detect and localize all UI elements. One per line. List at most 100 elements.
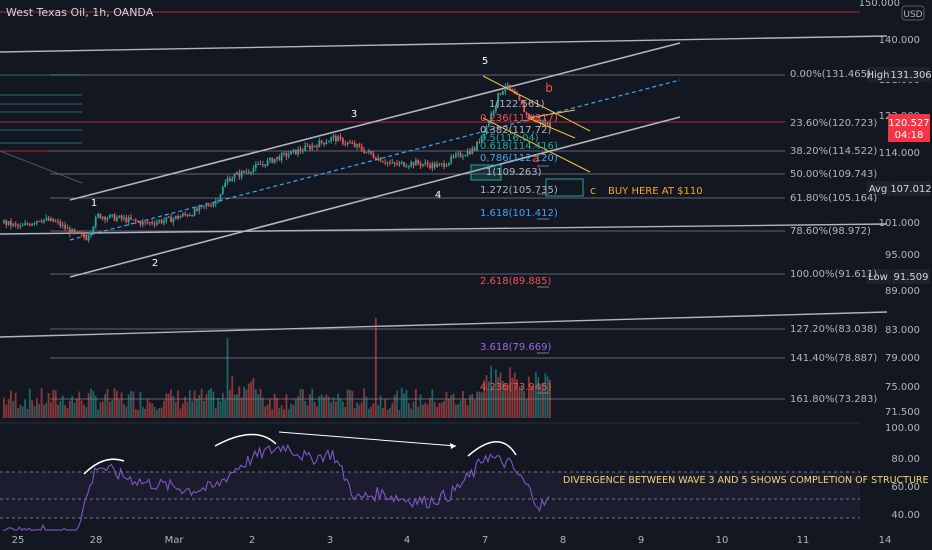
candle-body — [433, 163, 436, 168]
candle-body — [221, 187, 224, 195]
candle-body — [259, 164, 262, 166]
candle-body — [31, 223, 34, 226]
volume-bar — [153, 406, 156, 418]
volume-bar — [372, 403, 375, 418]
volume-bar — [469, 394, 471, 418]
volume-bar — [332, 397, 335, 418]
volume-bar — [214, 408, 217, 418]
volume-bar — [200, 388, 203, 418]
candle-body — [384, 162, 387, 164]
candle-body — [266, 160, 269, 166]
candle-body — [372, 153, 375, 158]
volume-bar — [113, 388, 116, 418]
candle-body — [485, 126, 488, 135]
last-price-value: 120.527 — [888, 118, 929, 129]
volume-bar — [19, 404, 22, 418]
last-price-badge: 120.527 04:18 — [888, 114, 930, 142]
volume-bar — [127, 394, 130, 418]
rsi-peak-arc — [83, 458, 125, 475]
fib-label: 161.80%(73.283) — [790, 394, 877, 405]
time-axis[interactable]: 25 28 Mar 2 3 4 7 8 9 10 11 14 — [12, 535, 892, 546]
candle-body — [210, 205, 212, 207]
volume-bar — [181, 403, 184, 418]
symbol-name: West Texas Oil — [6, 6, 86, 19]
volume-bar — [518, 386, 521, 418]
volume-bar — [311, 388, 314, 418]
wedge-pattern — [470, 75, 591, 394]
candle-body — [492, 110, 495, 114]
volume-bar — [346, 389, 349, 418]
price-axis[interactable]: USD 150.000 140.000 131.000 123.000 114.… — [859, 0, 932, 418]
candle-body — [278, 156, 281, 161]
rsi-tick: 40.00 — [891, 510, 920, 521]
candle-body — [125, 217, 128, 223]
candle-body — [83, 233, 85, 237]
volume-bar — [398, 409, 401, 418]
volume-bar — [52, 389, 55, 418]
volume-bar — [403, 393, 405, 418]
candle-body — [212, 203, 215, 207]
candle-body — [285, 153, 288, 157]
rsi-peak-arc — [467, 441, 517, 457]
rsi-band — [0, 472, 860, 518]
last-price-box — [888, 114, 930, 142]
volume-bar — [219, 401, 222, 418]
candle-body — [381, 161, 384, 163]
volume-bar — [297, 396, 300, 418]
volume-bar — [525, 399, 528, 418]
candle-body — [115, 217, 118, 221]
volume-bar — [452, 393, 455, 418]
avg-badge: Avg 107.012 — [866, 181, 932, 196]
candle-body — [219, 194, 222, 201]
volume-bar — [123, 404, 125, 418]
volume-bar — [66, 408, 69, 418]
volume-bar — [325, 394, 328, 418]
candle-body — [334, 135, 337, 142]
fib-label: 0.00%(131.465) — [790, 69, 871, 80]
volume-bar — [320, 394, 323, 418]
volume-bar — [26, 408, 29, 418]
volume-bar — [43, 404, 45, 418]
elliott-wave-labels: 1 2 3 4 5 a b c — [91, 56, 596, 269]
volume-bar — [146, 399, 149, 418]
fib-label: 38.20%(114.522) — [790, 146, 877, 157]
avg-badge-value: 107.012 — [890, 184, 931, 195]
volume-bar — [184, 396, 187, 418]
price-tick: 95.000 — [885, 250, 920, 261]
volume-bar — [433, 402, 436, 418]
header-separator: , — [106, 6, 114, 19]
candle-body — [179, 216, 182, 219]
volume-bar — [148, 402, 151, 418]
fib-ext-label: 3.618(79.669) — [480, 342, 552, 353]
candle-body — [431, 163, 434, 169]
volume-bar — [92, 391, 95, 418]
candle-body — [530, 115, 533, 118]
candle-body — [64, 224, 67, 229]
wave-label-2: 2 — [152, 258, 158, 269]
candle-body — [243, 171, 245, 173]
volume-bar — [193, 390, 196, 418]
volume-bar — [90, 388, 92, 418]
candle-body — [410, 162, 413, 167]
candle-body — [280, 153, 283, 161]
volume-bar — [502, 381, 504, 418]
volume-bar — [457, 404, 460, 418]
volume-bar — [97, 409, 99, 418]
high-badge-label: High — [867, 70, 890, 81]
volume-bar — [459, 400, 462, 418]
volume-bar — [47, 392, 50, 418]
volume-bar — [120, 392, 123, 418]
candle-body — [10, 221, 12, 226]
candle-body — [177, 215, 179, 219]
volume-bar — [125, 406, 128, 418]
volume-bar — [233, 394, 236, 418]
currency-badge[interactable]: USD — [901, 5, 925, 21]
candle-body — [35, 220, 38, 224]
candle-body — [245, 171, 248, 173]
volume-bar — [50, 402, 52, 418]
low-badge-label-box — [866, 269, 891, 284]
candle-body — [516, 93, 518, 96]
volume-bar — [353, 408, 356, 418]
volume-bar — [198, 395, 201, 418]
